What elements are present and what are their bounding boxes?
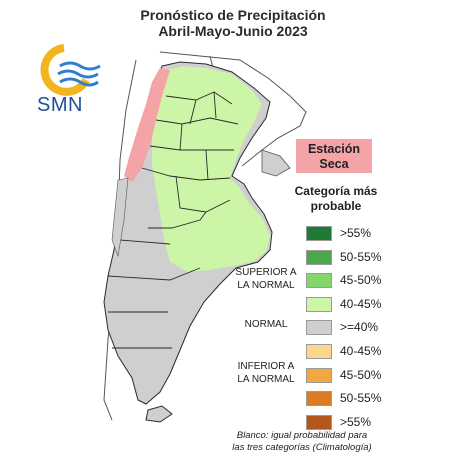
legend-label: >55% [340,415,372,429]
legend-group-inferior-2: LA NORMAL [237,374,295,385]
legend-swatch [306,320,332,335]
legend-group-superior-2: LA NORMAL [237,280,295,291]
dry-station-region [124,68,170,182]
coast-uruguay [261,149,291,177]
legend-swatch [306,415,332,430]
smn-logo-sun-icon [40,44,90,96]
legend-swatch [306,368,332,383]
legend-group-inferior: INFERIOR A LA NORMAL [226,360,306,386]
legend-group-inferior-1: INFERIOR A [237,361,295,372]
tierra-del-fuego [145,405,173,423]
dry-station-label-1: Estación [307,142,361,156]
legend-swatch [306,226,332,241]
smn-logo [40,44,101,96]
dry-station-label-2: Seca [319,157,349,171]
legend-swatch [306,250,332,265]
footnote-line1: Blanco: igual probabilidad para [236,430,368,441]
legend-title-line2: probable [310,199,362,213]
legend-label: 50-55% [340,391,382,405]
legend-title-line1: Categoría más [294,184,378,198]
superior-region [152,66,270,272]
legend-group-superior-1: SUPERIOR A [235,267,297,278]
smn-logo-text: SMN [37,94,83,116]
legend-swatch [306,391,332,406]
legend-swatch [306,297,332,312]
legend-group-superior: SUPERIOR A LA NORMAL [226,266,306,292]
page-title: Pronóstico de Precipitación [140,7,326,23]
province-borders [107,91,239,349]
footnote: Blanco: igual probabilidad para las tres… [222,430,382,454]
footnote-line2: las tres categorías (Climatología) [232,442,372,453]
legend-title: Categoría más probable [276,184,396,214]
legend-group-normal: NORMAL [244,319,288,330]
legend-label: 45-50% [340,273,382,287]
legend-label: 45-50% [340,368,382,382]
smn-logo-waves-icon [57,61,101,87]
legend-label: 40-45% [340,344,382,358]
legend-label: 40-45% [340,297,382,311]
legend-label: 50-55% [340,250,382,264]
chile-normal-strip [111,177,129,258]
dry-station-box: Estación Seca [296,139,372,173]
legend-label: >55% [340,226,372,240]
legend-label: >=40% [340,320,379,334]
legend-swatch [306,273,332,288]
page-subtitle: Abril-Mayo-Junio 2023 [158,23,308,39]
legend-swatch [306,344,332,359]
